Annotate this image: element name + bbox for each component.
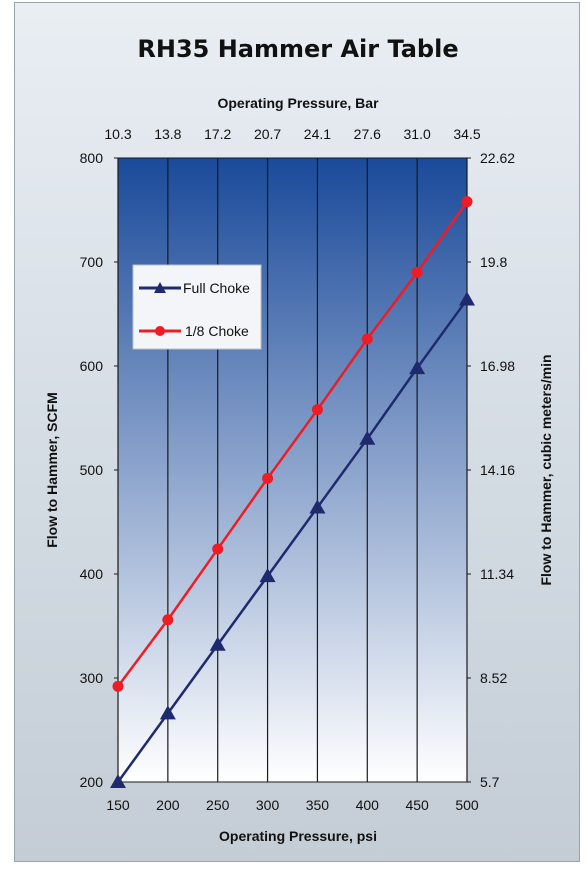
y-tick-label: 400 — [80, 566, 104, 582]
tick-labels: 150 10.3 200 13.8 250 17.2 300 20.7 350 24.1 400 27… — [80, 126, 516, 813]
legend-box — [132, 264, 262, 350]
x-tick-label: 350 — [306, 797, 330, 813]
series-layer — [110, 196, 475, 788]
chart: RH35 Hammer Air Table Operating Pressure… — [44, 35, 554, 844]
series-line-full-choke — [116, 298, 469, 783]
x2-tick-label: 24.1 — [304, 126, 331, 142]
y2-tick-label: 22.62 — [480, 150, 515, 166]
x-tick-label: 450 — [405, 797, 429, 813]
x-tick-label: 400 — [356, 797, 380, 813]
x2-tick-label: 10.3 — [104, 126, 131, 142]
x2-tick-label: 13.8 — [154, 126, 181, 142]
x-tick-label: 200 — [156, 797, 180, 813]
y-tick-label: 500 — [80, 462, 104, 478]
data-point-1-8-choke — [311, 404, 323, 416]
right-axis-title: Flow to Hammer, cubic meters/min — [538, 354, 554, 585]
legend-label-full-choke: Full Choke — [183, 280, 250, 296]
x2-tick-label: 20.7 — [254, 126, 281, 142]
series-line-1-8-choke — [116, 200, 469, 688]
data-point-full-choke — [209, 636, 226, 651]
y2-tick-label: 5.7 — [480, 774, 500, 790]
y2-tick-label: 8.52 — [480, 670, 507, 686]
data-point-1-8-choke — [162, 614, 174, 626]
data-point-1-8-choke — [212, 543, 224, 555]
chart-frame: RH35 Hammer Air Table Operating Pressure… — [14, 2, 580, 862]
x-tick-label: 300 — [256, 797, 280, 813]
y-tick-label: 200 — [80, 774, 104, 790]
y2-tick-label: 14.16 — [480, 462, 515, 478]
legend-marker-eighth-choke — [155, 326, 165, 336]
data-point-full-choke — [459, 291, 475, 306]
data-point-full-choke — [409, 360, 426, 375]
y2-tick-label: 19.8 — [480, 254, 507, 270]
data-point-1-8-choke — [361, 333, 373, 345]
grid-lines — [114, 157, 471, 783]
data-point-full-choke — [359, 430, 376, 445]
bottom-axis-title: Operating Pressure, psi — [219, 828, 377, 844]
y2-tick-label: 16.98 — [480, 358, 515, 374]
x2-tick-label: 34.5 — [453, 126, 480, 142]
data-point-full-choke — [110, 774, 126, 788]
chart-title: RH35 Hammer Air Table — [137, 35, 458, 63]
y-tick-label: 700 — [80, 254, 104, 270]
y2-tick-label: 11.34 — [480, 566, 514, 582]
x-tick-label: 500 — [455, 797, 479, 813]
y-tick-label: 300 — [80, 670, 104, 686]
x2-tick-label: 17.2 — [204, 126, 231, 142]
x-tick-label: 150 — [106, 797, 130, 813]
left-axis-title: Flow to Hammer, SCFM — [44, 392, 60, 548]
plot-area — [117, 157, 468, 783]
data-point-1-8-choke — [461, 196, 473, 208]
legend-marker-full-choke — [154, 282, 166, 293]
data-point-full-choke — [309, 499, 326, 514]
data-point-1-8-choke — [262, 472, 274, 484]
x-tick-label: 250 — [206, 797, 230, 813]
top-axis-title: Operating Pressure, Bar — [217, 95, 379, 111]
data-point-full-choke — [259, 568, 276, 583]
y-tick-label: 600 — [80, 358, 104, 374]
data-point-full-choke — [159, 705, 176, 720]
x2-tick-label: 27.6 — [354, 126, 381, 142]
data-point-1-8-choke — [112, 680, 124, 692]
legend: Full Choke 1/8 Choke — [132, 264, 262, 350]
legend-label-eighth-choke: 1/8 Choke — [185, 323, 249, 339]
x2-tick-label: 31.0 — [404, 126, 431, 142]
data-point-1-8-choke — [411, 266, 423, 278]
y-tick-label: 800 — [80, 150, 104, 166]
